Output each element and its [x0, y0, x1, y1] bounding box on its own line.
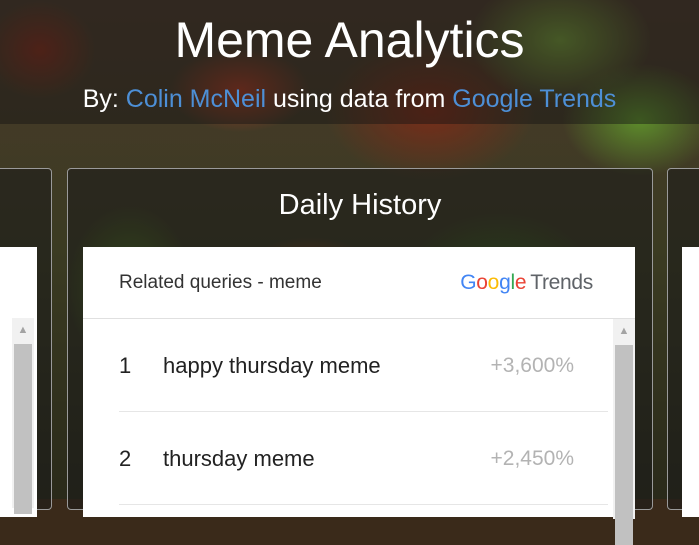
query-list: 1 happy thursday meme +3,600% 2 thursday… [83, 319, 608, 505]
scroll-up-icon[interactable]: ▲ [618, 325, 630, 337]
query-text[interactable]: thursday meme [163, 446, 315, 471]
trends-widget-right [682, 247, 699, 517]
rank: 1 [119, 353, 132, 378]
panel-right [667, 168, 699, 517]
widget-title: Related queries - meme [119, 272, 322, 293]
related-queries-widget: Related queries - meme Google Trends 1 ha… [83, 247, 635, 545]
google-trends-link[interactable]: Google Trends [452, 85, 617, 113]
list-item[interactable]: 1 happy thursday meme +3,600% [119, 319, 608, 412]
google-trends-logo[interactable]: Google Trends [460, 271, 593, 294]
page-title: Meme Analytics [174, 12, 525, 68]
author-link[interactable]: Colin McNeil [125, 85, 267, 113]
query-value: +3,600% [490, 354, 575, 377]
widget-header: Related queries - meme Google Trends [83, 247, 635, 319]
widget-scrollbar[interactable]: ▲ [613, 319, 635, 545]
panel-heading: Daily History [278, 189, 442, 221]
left-scrollbar[interactable]: ▲ [12, 318, 34, 514]
scroll-thumb[interactable] [615, 345, 633, 545]
byline: By: Colin McNeil using data from Google … [0, 83, 699, 115]
panel-daily-history: Daily History Related queries - meme Goo… [67, 168, 653, 545]
query-text[interactable]: happy thursday meme [163, 353, 381, 378]
byline-middle: using data from [266, 85, 453, 113]
brand-trends: Trends [530, 271, 593, 294]
header-band [0, 0, 699, 124]
byline-prefix: By: [82, 85, 126, 113]
scroll-thumb[interactable] [14, 344, 32, 514]
scroll-up-icon[interactable]: ▲ [17, 324, 29, 336]
query-value: +2,450% [490, 447, 575, 470]
list-item[interactable]: 2 thursday meme +2,450% [119, 412, 608, 505]
rank: 2 [119, 446, 132, 471]
